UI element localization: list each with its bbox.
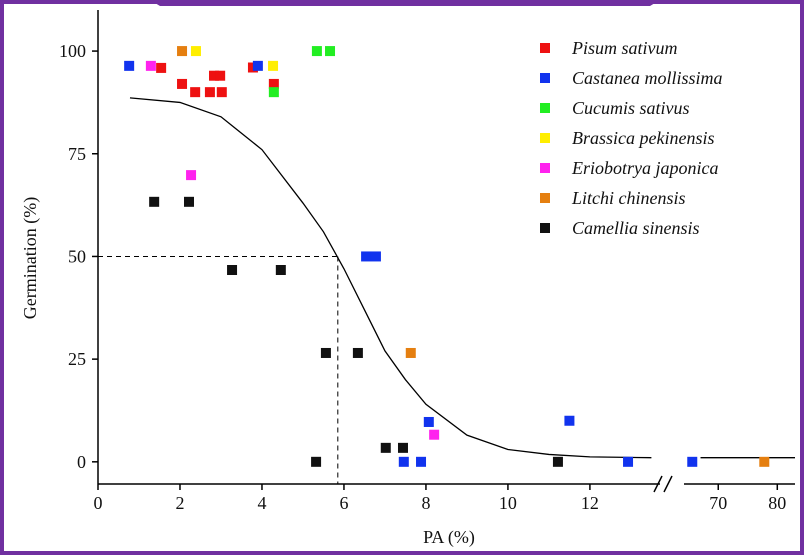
legend-marker <box>540 73 550 83</box>
legend-label: Eriobotrya japonica <box>571 158 719 178</box>
legend-marker <box>540 43 550 53</box>
point <box>361 251 372 262</box>
point <box>227 265 238 276</box>
y-tick-label: 100 <box>59 41 86 61</box>
point <box>156 62 167 73</box>
point <box>552 456 563 467</box>
point <box>184 196 195 207</box>
point <box>204 87 215 98</box>
point <box>564 415 575 426</box>
legend-marker <box>540 133 550 143</box>
point <box>423 416 434 427</box>
point <box>311 46 322 57</box>
legend-label: Pisum sativum <box>571 38 678 58</box>
point <box>370 251 381 262</box>
x-tick-label: 12 <box>581 493 599 513</box>
point <box>311 456 322 467</box>
point <box>268 60 279 71</box>
x-tick-label: 0 <box>94 493 103 513</box>
x-tick-label: 80 <box>768 493 786 513</box>
point <box>405 347 416 358</box>
point <box>623 456 634 467</box>
legend-label: Cucumis sativus <box>572 98 690 118</box>
point <box>186 170 197 181</box>
point <box>759 456 770 467</box>
x-tick-label: 70 <box>709 493 727 513</box>
point <box>325 46 336 57</box>
x-axis-label: PA (%) <box>423 527 475 548</box>
legend-label: Castanea mollissima <box>572 68 723 88</box>
point <box>190 46 201 57</box>
point <box>416 456 427 467</box>
y-tick-label: 75 <box>68 144 86 164</box>
y-axis-label: Germination (%) <box>20 197 41 319</box>
axis-break <box>653 475 663 493</box>
point <box>209 70 220 81</box>
point <box>124 60 135 71</box>
point <box>352 347 363 358</box>
legend-marker <box>540 163 550 173</box>
legend-label: Brassica pekinensis <box>572 128 714 148</box>
header-strip <box>150 0 660 6</box>
x-tick-label: 8 <box>421 493 430 513</box>
point <box>177 46 188 57</box>
point <box>190 87 201 98</box>
point <box>268 87 279 98</box>
x-tick-label: 4 <box>257 493 266 513</box>
legend-marker <box>540 193 550 203</box>
point <box>216 87 227 98</box>
legend-marker <box>540 103 550 113</box>
point <box>268 78 279 89</box>
point <box>380 442 391 453</box>
y-tick-label: 25 <box>68 349 86 369</box>
point <box>429 429 440 440</box>
point <box>252 60 263 71</box>
legend-label: Camellia sinensis <box>572 218 700 238</box>
y-tick-label: 0 <box>77 452 86 472</box>
axis-break <box>663 475 673 493</box>
x-tick-label: 6 <box>339 493 348 513</box>
legend-marker <box>540 223 550 233</box>
point <box>177 78 188 89</box>
point <box>149 196 160 207</box>
y-tick-label: 50 <box>68 246 86 266</box>
point <box>145 60 156 71</box>
point <box>215 70 226 81</box>
point <box>397 442 408 453</box>
point <box>275 265 286 276</box>
legend-label: Litchi chinensis <box>571 188 686 208</box>
x-tick-label: 2 <box>175 493 184 513</box>
point <box>320 347 331 358</box>
point <box>687 456 698 467</box>
point <box>398 456 409 467</box>
x-tick-label: 10 <box>499 493 517 513</box>
fit-curve <box>129 97 795 459</box>
